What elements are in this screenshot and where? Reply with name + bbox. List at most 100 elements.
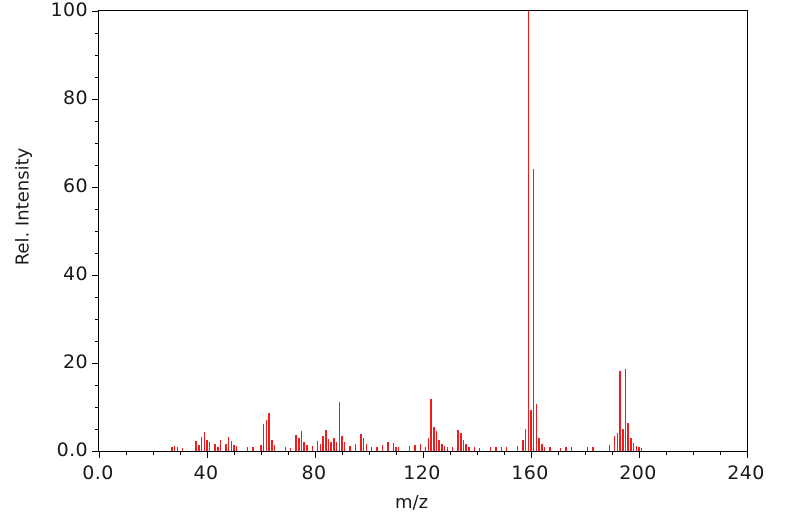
y-tick-mark [92, 11, 99, 13]
spectrum-peak [433, 426, 435, 451]
spectrum-peak [460, 432, 462, 451]
spectrum-peak [613, 436, 616, 451]
y-tick-mark [92, 451, 99, 453]
spectrum-peak [311, 445, 314, 451]
x-tick-mark-minor [261, 451, 263, 455]
spectrum-peak [335, 441, 338, 451]
y-tick-mark [92, 99, 99, 101]
y-tick-mark-minor [95, 33, 99, 35]
y-tick-mark-minor [95, 253, 99, 255]
spectrum-peak [608, 444, 611, 451]
spectrum-peak [171, 447, 173, 451]
x-tick-mark-minor [693, 451, 695, 455]
y-tick-mark-minor [95, 231, 99, 233]
spectrum-peak [478, 447, 481, 451]
y-tick-mark [92, 187, 99, 189]
spectrum-peak [265, 420, 268, 451]
spectrum-peak [235, 446, 238, 451]
spectrum-peak [387, 441, 389, 451]
spectrum-peak [397, 447, 400, 451]
spectrum-peak [219, 440, 222, 451]
spectrum-peak [419, 443, 422, 451]
spectrum-peak [333, 437, 335, 451]
y-tick-mark-minor [95, 121, 99, 123]
x-tick-mark-minor [558, 451, 560, 455]
spectrum-peak [462, 440, 465, 451]
spectrum-peak [362, 438, 365, 451]
spectrum-peak [303, 442, 305, 451]
x-tick-mark-minor [342, 451, 344, 455]
y-tick-label: 0.0 [56, 439, 88, 461]
y-tick-label: 60 [63, 175, 88, 197]
y-axis-title: Rel. Intensity [13, 107, 34, 307]
spectrum-peak [365, 443, 368, 451]
x-tick-label: 200 [619, 462, 657, 484]
spectrum-peak [438, 440, 440, 451]
spectrum-peak [203, 431, 206, 451]
spectrum-peak [214, 444, 216, 451]
spectrum-peak [200, 437, 203, 451]
spectrum-peak [246, 446, 249, 451]
spectrum-peak [343, 441, 346, 451]
x-tick-mark-minor [369, 451, 371, 455]
y-tick-mark-minor [95, 297, 99, 299]
x-tick-label: 0.0 [82, 462, 114, 484]
spectrum-peak [570, 447, 573, 451]
spectrum-peak [395, 446, 397, 451]
x-tick-mark-minor [666, 451, 668, 455]
x-tick-mark [747, 451, 749, 458]
x-tick-mark [207, 451, 209, 458]
spectrum-peak [427, 437, 430, 451]
x-tick-mark-minor [720, 451, 722, 455]
x-tick-mark [531, 451, 533, 458]
spectrum-peak [319, 443, 322, 451]
spectrum-peak [338, 401, 341, 451]
x-tick-mark [423, 451, 425, 458]
spectrum-peak [300, 430, 303, 451]
x-tick-mark-minor [126, 451, 128, 455]
spectrum-peak [327, 439, 330, 451]
x-tick-label: 80 [301, 462, 327, 484]
y-tick-mark-minor [95, 165, 99, 167]
plot-area [92, 10, 749, 458]
spectrum-peak [627, 422, 629, 451]
spectrum-peak [530, 410, 532, 451]
spectrum-peak [441, 443, 443, 451]
spectrum-peak [489, 447, 492, 451]
spectrum-peak [543, 446, 546, 451]
spectrum-peak [195, 441, 197, 451]
y-tick-mark-minor [95, 429, 99, 431]
spectrum-peak [273, 444, 276, 451]
y-tick-mark-minor [95, 77, 99, 79]
spectrum-peak [638, 447, 640, 451]
spectrum-peak [173, 446, 176, 451]
spectrum-peak [376, 447, 378, 451]
x-tick-mark-minor [153, 451, 155, 455]
spectrum-peak [473, 447, 476, 451]
y-tick-mark-minor [95, 55, 99, 57]
spectrum-peak [354, 444, 357, 451]
x-tick-mark-minor [612, 451, 614, 455]
peak-series [99, 11, 747, 451]
x-tick-label: 120 [403, 462, 441, 484]
y-tick-mark-minor [95, 319, 99, 321]
x-tick-mark-minor [396, 451, 398, 455]
spectrum-peak [225, 443, 227, 451]
x-tick-mark-minor [477, 451, 479, 455]
spectrum-peak [341, 435, 343, 451]
spectrum-peak [206, 439, 208, 451]
spectrum-peak [524, 429, 527, 451]
spectrum-peak [465, 443, 467, 451]
spectrum-peak [306, 444, 308, 451]
spectrum-peak [624, 368, 627, 451]
x-tick-mark-minor [180, 451, 182, 455]
spectrum-peak [586, 447, 589, 451]
spectrum-peak [268, 413, 270, 451]
spectrum-peak [592, 447, 594, 451]
spectrum-peak [349, 445, 351, 451]
spectrum-peak [430, 398, 432, 451]
spectrum-peak [217, 447, 219, 451]
spectrum-peak [622, 428, 624, 451]
spectrum-peak [295, 435, 297, 451]
y-tick-label: 20 [63, 351, 88, 373]
